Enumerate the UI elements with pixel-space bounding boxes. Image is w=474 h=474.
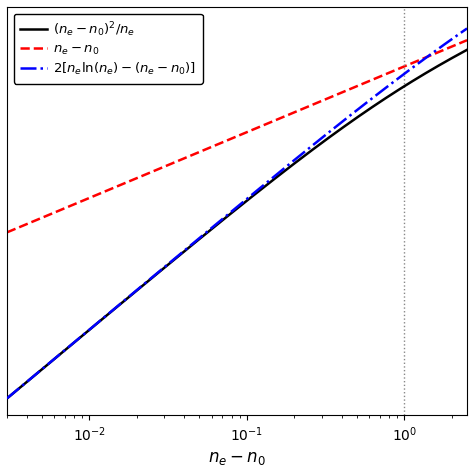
X-axis label: $n_e - n_0$: $n_e - n_0$ [208,449,266,467]
$(n_e - n_0)^2/n_e$ [84,329,90,335]
$n_e - n_0$ [464,37,470,43]
$2[n_e\ln(n_e) - (n_e - n_0)]$ [4,396,10,401]
$(n_e - n_0)^2/n_e$ [4,396,10,401]
$n_e - n_0$ [4,229,10,235]
$n_e - n_0$ [56,208,62,213]
$2[n_e\ln(n_e) - (n_e - n_0)]$ [56,352,62,357]
Legend: $(n_e - n_0)^2/n_e$, $n_e - n_0$, $2[n_e\ln(n_e) - (n_e - n_0)]$: $(n_e - n_0)^2/n_e$, $n_e - n_0$, $2[n_e… [14,14,203,83]
$n_e - n_0$ [455,41,461,47]
Line: $2[n_e\ln(n_e) - (n_e - n_0)]$: $2[n_e\ln(n_e) - (n_e - n_0)]$ [7,28,467,399]
$2[n_e\ln(n_e) - (n_e - n_0)]$ [201,232,206,237]
$n_e - n_0$ [406,62,411,67]
$2[n_e\ln(n_e) - (n_e - n_0)]$ [84,329,90,335]
$n_e - n_0$ [181,156,186,162]
$(n_e - n_0)^2/n_e$ [56,352,62,357]
Line: $n_e - n_0$: $n_e - n_0$ [7,40,467,232]
$n_e - n_0$ [84,196,90,202]
$n_e - n_0$ [201,147,206,153]
$2[n_e\ln(n_e) - (n_e - n_0)]$ [181,248,186,254]
$(n_e - n_0)^2/n_e$ [455,52,461,57]
$(n_e - n_0)^2/n_e$ [201,233,206,238]
$2[n_e\ln(n_e) - (n_e - n_0)]$ [464,26,470,31]
$(n_e - n_0)^2/n_e$ [406,81,411,86]
Line: $(n_e - n_0)^2/n_e$: $(n_e - n_0)^2/n_e$ [7,50,467,399]
$(n_e - n_0)^2/n_e$ [464,47,470,53]
$2[n_e\ln(n_e) - (n_e - n_0)]$ [455,32,461,37]
$2[n_e\ln(n_e) - (n_e - n_0)]$ [406,68,411,73]
$(n_e - n_0)^2/n_e$ [181,249,186,255]
